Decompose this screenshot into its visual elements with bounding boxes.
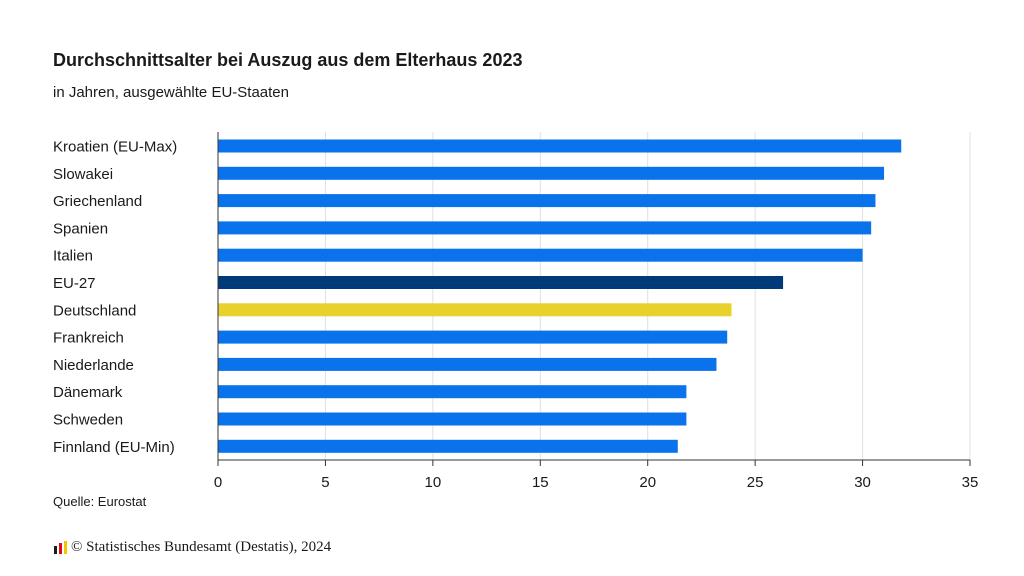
x-tick-label: 0 xyxy=(214,474,222,491)
category-label: Kroatien (EU-Max) xyxy=(53,139,177,156)
copyright-text: © Statistisches Bundesamt (Destatis), 20… xyxy=(71,539,332,555)
category-label: Schweden xyxy=(53,412,123,429)
bar xyxy=(218,221,872,235)
bar xyxy=(218,385,687,399)
x-tick-label: 5 xyxy=(321,474,329,491)
x-tick-label: 15 xyxy=(532,474,549,491)
bar xyxy=(218,166,885,180)
category-label: Slowakei xyxy=(53,166,113,183)
category-label: Niederlande xyxy=(53,357,134,374)
bar xyxy=(218,248,863,262)
category-label: Dänemark xyxy=(53,384,123,401)
category-label: Italien xyxy=(53,248,93,265)
bar xyxy=(218,330,728,344)
category-label: Griechenland xyxy=(53,193,142,210)
category-label: Spanien xyxy=(53,220,108,237)
chart-subtitle: in Jahren, ausgewählte EU-Staaten xyxy=(53,84,289,101)
copyright-line: © Statistisches Bundesamt (Destatis), 20… xyxy=(53,539,331,556)
chart-title: Durchschnittsalter bei Auszug aus dem El… xyxy=(53,50,523,70)
bar xyxy=(218,412,687,426)
x-tick-label: 25 xyxy=(747,474,764,491)
x-tick-label: 30 xyxy=(854,474,871,491)
x-tick-label: 20 xyxy=(639,474,656,491)
bar xyxy=(218,276,784,289)
destatis-logo-icon xyxy=(54,541,67,554)
category-label: Finnland (EU-Min) xyxy=(53,439,175,456)
category-label: Deutschland xyxy=(53,302,136,319)
category-label: Frankreich xyxy=(53,330,124,347)
bar xyxy=(218,357,717,371)
category-label: EU-27 xyxy=(53,275,96,292)
bar xyxy=(218,194,876,208)
x-tick-label: 35 xyxy=(962,474,979,491)
bar xyxy=(218,439,678,453)
bar xyxy=(218,139,902,153)
source-note: Quelle: Eurostat xyxy=(53,494,147,509)
x-tick-label: 10 xyxy=(425,474,442,491)
bar xyxy=(218,303,732,317)
